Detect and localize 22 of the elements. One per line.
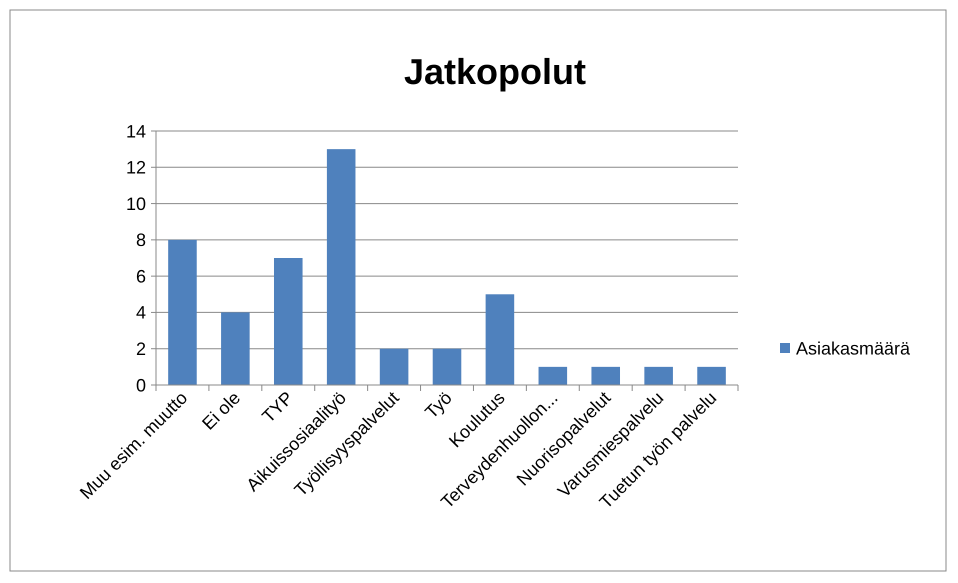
y-tick-label: 8 <box>136 230 146 250</box>
bar <box>326 149 356 385</box>
y-tick-label: 0 <box>136 375 146 396</box>
y-tick-label: 12 <box>126 158 146 178</box>
bar <box>168 240 197 385</box>
bar <box>486 294 514 385</box>
x-tick-label: Ei ole <box>198 388 244 434</box>
bar <box>644 366 673 385</box>
bar <box>432 348 462 385</box>
bar <box>274 258 303 385</box>
y-tick-label: 2 <box>136 339 146 360</box>
y-tick-label: 14 <box>126 121 146 142</box>
bar <box>221 312 250 385</box>
y-tick-label: 4 <box>136 302 146 323</box>
bar <box>591 366 620 385</box>
y-tick-label: 6 <box>136 266 146 286</box>
y-tick-label: 10 <box>126 194 146 214</box>
chart-title: Jatkopolut <box>404 51 586 92</box>
legend-label: Asiakasmäärä <box>796 338 912 358</box>
bar <box>697 366 726 385</box>
bar <box>380 348 408 385</box>
bar <box>538 366 568 385</box>
